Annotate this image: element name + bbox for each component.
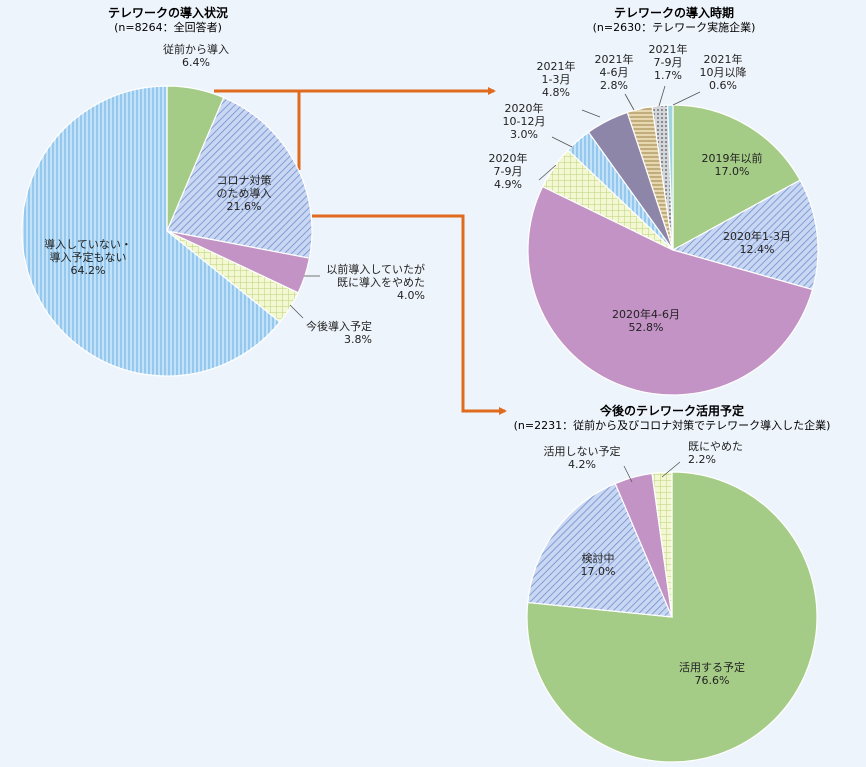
pie1-label-line-2-2: のため導入 xyxy=(217,186,272,200)
pie2-slice-3 xyxy=(527,185,814,396)
pie2-label-line-2-1: 2020年1-3月 xyxy=(723,229,791,243)
pie3-slice-2 xyxy=(527,482,673,618)
pie1-label-3: 以前導入していたが既に導入をやめた 4.0% xyxy=(326,262,425,302)
pie2-label-1: 2019年以前 17.0% xyxy=(702,151,763,178)
pie3-label-1: 活用する予定 76.6% xyxy=(679,660,745,687)
pie2-value-2: 12.4% xyxy=(740,243,775,256)
pie2-value-3: 52.8% xyxy=(629,321,664,334)
pie2-label-line-9-2: 10月以降 xyxy=(700,65,747,79)
pie2-subtitle: (n=2630：テレワーク実施企業) xyxy=(593,20,756,34)
pie3-value-3: 4.2% xyxy=(568,458,596,471)
pie3-label-2: 検討中 17.0% xyxy=(581,551,616,578)
pie1-label-2: コロナ対策のため導入 21.6% xyxy=(217,173,272,213)
pie2-value-9: 0.6% xyxy=(709,79,737,92)
pie2-leader-8 xyxy=(658,85,666,107)
pie3-subtitle: (n=2231：従前から及びコロナ対策でテレワーク導入した企業) xyxy=(514,418,831,432)
pie2-value-5: 3.0% xyxy=(510,128,538,141)
pie3-label-line-2-1: 検討中 xyxy=(582,551,615,565)
pie1-label-line-3-1: 以前導入していたが xyxy=(326,262,425,276)
pie3-leader-4 xyxy=(661,461,681,478)
pie2-label-line-8-2: 7-9月 xyxy=(654,56,683,69)
pie3-slice-4 xyxy=(651,471,673,618)
pie1-value-4: 3.8% xyxy=(344,333,372,346)
pie2-label-9: 2021年 10月以降 0.6% xyxy=(700,52,747,92)
pie2-value-4: 4.9% xyxy=(494,178,522,191)
pie-2: 2019年以前 17.0%2020年1-3月 12.4%2020年4-6月 52.8%… xyxy=(489,42,819,396)
pie3-value-2: 17.0% xyxy=(581,565,616,578)
pie2-label-line-3-1: 2020年4-6月 xyxy=(612,307,680,321)
pie1-subtitle: (n=8264：全回答者) xyxy=(114,20,222,34)
pie1-slice-2 xyxy=(166,96,313,259)
pie2-label-line-5-1: 2020年 xyxy=(505,101,544,115)
pie2-leader-7 xyxy=(624,93,635,111)
pie2-value-8: 1.7% xyxy=(654,69,682,82)
pie2-label-line-1-1: 2019年以前 xyxy=(702,151,763,165)
pie2-label-8: 2021年 7-9月 1.7% xyxy=(649,42,688,82)
connector-arrows xyxy=(214,87,507,415)
pie3-label-line-4-1: 既にやめた xyxy=(688,440,743,453)
pie2-leader-4 xyxy=(538,164,557,181)
pie2-leader-9 xyxy=(672,91,701,106)
pie1-value-1: 6.4% xyxy=(182,56,210,69)
pie1-value-5: 64.2% xyxy=(71,264,106,277)
pie3-title: 今後のテレワーク活用予定 xyxy=(599,403,744,418)
pie3-leader-3 xyxy=(623,465,633,483)
pie2-leader-5 xyxy=(551,136,573,148)
pie2-label-line-4-1: 2020年 xyxy=(489,151,528,165)
pie2-label-line-5-2: 10-12月 xyxy=(503,115,546,128)
pie2-label-5: 2020年 10-12月 3.0% xyxy=(503,101,546,141)
pie1-label-5: 導入していない・導入予定もない 64.2% xyxy=(44,237,132,277)
pie3-value-4: 2.2% xyxy=(688,453,716,466)
pie1-label-4: 今後導入予定 3.8% xyxy=(306,319,372,346)
pie2-label-line-7-2: 4-6月 xyxy=(600,66,629,79)
pie1-leader-4 xyxy=(289,304,304,319)
pie1-label-line-2-1: コロナ対策 xyxy=(217,173,272,187)
pie2-slice-2 xyxy=(671,179,819,291)
pie2-value-6: 4.8% xyxy=(542,86,570,99)
pie2-slice-9 xyxy=(666,104,674,251)
pie1-label-line-5-2: 導入予定もない xyxy=(50,250,127,264)
pie2-label-line-6-2: 1-3月 xyxy=(542,73,571,86)
pie2-label-line-6-1: 2021年 xyxy=(537,59,576,73)
pie2-value-1: 17.0% xyxy=(715,165,750,178)
pie3-label-line-3-1: 活用しない予定 xyxy=(544,444,621,458)
pie2-slice-1 xyxy=(672,104,801,252)
pie1-label-line-1-1: 従前から導入 xyxy=(163,42,229,56)
arrow-to-plan-pie xyxy=(312,214,507,415)
pie2-label-line-8-1: 2021年 xyxy=(649,42,688,56)
pie2-title: テレワークの導入時期 xyxy=(614,5,734,20)
pie2-label-line-4-2: 7-9月 xyxy=(494,165,523,178)
pie2-leader-6 xyxy=(581,109,601,118)
pie2-value-7: 2.8% xyxy=(600,79,628,92)
pie3-label-4: 既にやめた 2.2% xyxy=(688,440,743,466)
pie3-label-line-1-1: 活用する予定 xyxy=(679,660,745,674)
pie2-label-line-9-1: 2021年 xyxy=(704,52,743,66)
pie1-label-1: 従前から導入 6.4% xyxy=(163,42,229,69)
pie3-value-1: 76.6% xyxy=(695,674,730,687)
pie2-label-line-7-1: 2021年 xyxy=(595,52,634,66)
pie1-value-2: 21.6% xyxy=(227,200,262,213)
pie-1: 従前から導入 6.4% コロナ対策のため導入 21.6% 以前導入していたが既に導入をや… xyxy=(21,42,425,377)
pie1-slice-5 xyxy=(21,85,281,377)
pie2-label-2: 2020年1-3月 12.4% xyxy=(723,229,791,256)
pie3-label-3: 活用しない予定 4.2% xyxy=(544,444,621,471)
pie2-label-3: 2020年4-6月 52.8% xyxy=(612,307,680,334)
pie1-label-line-4-1: 今後導入予定 xyxy=(306,319,372,333)
pie1-value-3: 4.0% xyxy=(397,289,425,302)
pie1-label-line-5-1: 導入していない・ xyxy=(44,237,132,251)
pie-3: 活用する予定 76.6% 検討中 17.0% 活用しない予定 4.2% 既にやめた 2.2% xyxy=(526,440,818,763)
pie1-title: テレワークの導入状況 xyxy=(108,5,228,20)
pie1-label-line-3-2: 既に導入をやめた xyxy=(337,275,425,289)
pie2-label-6: 2021年 1-3月 4.8% xyxy=(537,59,576,99)
pie2-label-7: 2021年 4-6月 2.8% xyxy=(595,52,634,92)
pie2-label-4: 2020年 7-9月 4.9% xyxy=(489,151,528,191)
